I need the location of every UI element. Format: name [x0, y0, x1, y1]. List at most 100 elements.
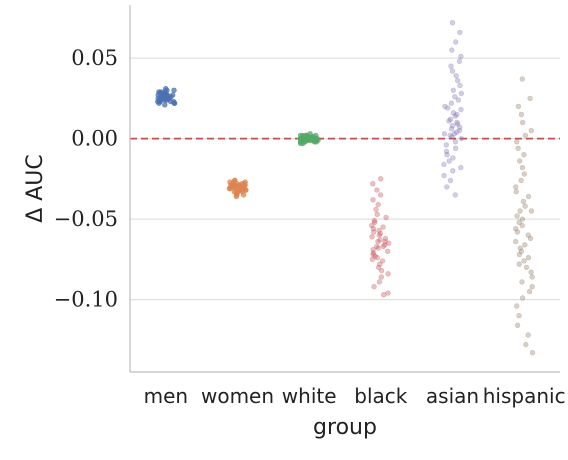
data-point — [449, 47, 455, 53]
data-point — [529, 284, 535, 290]
data-point — [458, 53, 464, 60]
y-tick-label: 0.00 — [71, 127, 118, 151]
data-point — [374, 255, 380, 261]
data-point — [448, 100, 455, 106]
data-point — [376, 232, 382, 238]
data-point — [377, 230, 384, 237]
data-point — [517, 208, 523, 214]
data-point — [371, 284, 377, 290]
data-point — [527, 235, 534, 242]
data-point — [458, 135, 464, 142]
data-point — [457, 29, 463, 36]
data-point — [521, 152, 527, 158]
data-point — [523, 341, 529, 348]
data-point — [374, 243, 380, 250]
x-tick-label: men — [144, 384, 188, 408]
data-point — [521, 258, 527, 264]
x-tick-label: white — [282, 384, 337, 408]
data-point — [307, 134, 313, 140]
data-point — [378, 267, 385, 274]
data-point — [382, 238, 388, 245]
data-point — [515, 103, 522, 110]
data-point — [514, 213, 520, 219]
data-point — [377, 237, 383, 243]
data-point — [450, 155, 456, 161]
data-point — [519, 119, 526, 126]
data-point — [519, 164, 526, 171]
data-point — [452, 139, 459, 145]
data-point — [378, 274, 384, 280]
data-point — [451, 131, 457, 137]
data-point — [516, 219, 522, 226]
data-point — [377, 261, 383, 267]
data-point — [519, 76, 525, 82]
data-point — [377, 192, 384, 198]
data-point — [458, 90, 464, 97]
data-point — [457, 124, 463, 131]
data-point — [527, 95, 533, 102]
y-tick-label: −0.05 — [54, 207, 118, 231]
data-point — [447, 116, 454, 123]
data-point — [518, 248, 525, 255]
data-point — [528, 208, 535, 214]
data-point — [525, 332, 531, 338]
data-point — [372, 219, 378, 226]
data-point — [375, 245, 381, 251]
y-axis-label: Δ AUC — [23, 154, 48, 223]
data-point — [370, 247, 376, 253]
data-point — [449, 20, 456, 26]
data-point — [513, 303, 520, 309]
data-point — [371, 218, 377, 224]
data-point — [297, 139, 304, 145]
data-point — [375, 238, 381, 245]
x-tick-labels: men women white black asian hispanic — [144, 384, 566, 408]
data-point — [162, 102, 168, 108]
data-point — [370, 250, 376, 256]
data-point — [375, 201, 381, 208]
data-point — [513, 189, 519, 195]
data-point — [529, 350, 536, 356]
data-point — [442, 103, 448, 110]
data-point — [516, 251, 522, 258]
data-point — [452, 192, 458, 198]
x-axis-label: group — [313, 415, 377, 440]
data-point — [380, 224, 386, 230]
data-point — [512, 226, 519, 232]
x-tick-label: asian — [426, 384, 479, 408]
data-point — [519, 295, 526, 301]
data-point — [456, 127, 463, 134]
data-point — [525, 193, 532, 200]
data-point — [514, 229, 521, 235]
data-point — [526, 288, 533, 295]
data-point — [373, 206, 379, 213]
data-point — [518, 111, 525, 118]
data-point — [516, 158, 523, 164]
data-point — [370, 251, 376, 258]
data-point — [441, 131, 448, 137]
data-point — [370, 226, 377, 232]
data-point — [443, 148, 450, 155]
data-point — [230, 179, 237, 185]
data-point — [385, 290, 391, 296]
data-point — [519, 279, 525, 285]
data-point — [512, 184, 519, 190]
data-points — [155, 20, 536, 356]
data-point — [441, 172, 447, 179]
data-point — [515, 145, 521, 152]
data-point — [382, 235, 389, 242]
data-point — [522, 203, 528, 209]
data-point — [378, 176, 384, 182]
data-point — [523, 264, 530, 271]
data-point — [457, 82, 463, 89]
data-point — [529, 274, 535, 280]
data-point — [458, 164, 464, 171]
data-point — [458, 106, 464, 113]
data-point — [453, 39, 459, 45]
data-point — [449, 134, 455, 140]
data-point — [375, 264, 382, 271]
data-point — [381, 292, 387, 298]
data-point — [447, 132, 453, 139]
data-point — [454, 119, 460, 126]
data-point — [449, 122, 456, 129]
